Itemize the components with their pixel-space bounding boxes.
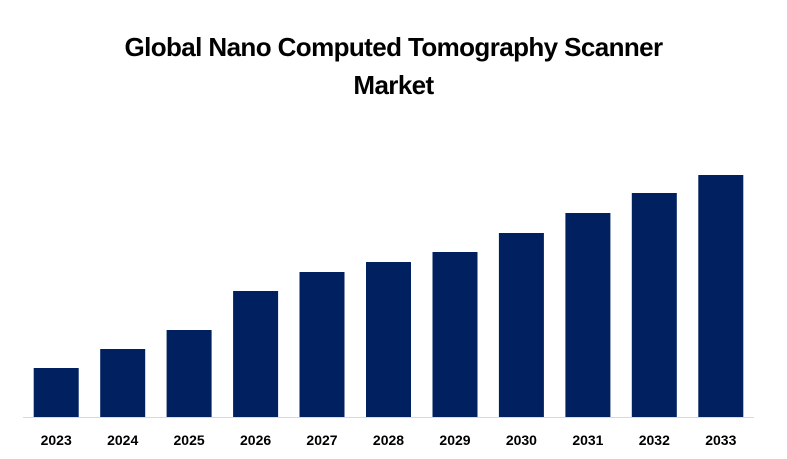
bar-2027 [299, 272, 345, 417]
bar-2033 [698, 175, 744, 417]
bar-2030 [498, 233, 544, 417]
x-tick-label-2026: 2026 [240, 432, 271, 448]
bar-2031 [565, 213, 611, 417]
x-tick-label-2032: 2032 [639, 432, 670, 448]
bar-2024 [100, 349, 146, 417]
chart-title-line-1: Global Nano Computed Tomography Scanner [124, 32, 663, 62]
x-tick-label-2031: 2031 [572, 432, 603, 448]
x-tick-label-2028: 2028 [373, 432, 404, 448]
bar-2026 [233, 291, 279, 417]
bar-2025 [166, 330, 212, 417]
chart-title: Global Nano Computed Tomography Scanner … [0, 28, 787, 104]
x-tick-label-2024: 2024 [107, 432, 138, 448]
x-tick-label-2033: 2033 [705, 432, 736, 448]
x-tick-label-2023: 2023 [41, 432, 72, 448]
bar-2023 [33, 368, 79, 417]
bars-group [33, 175, 744, 417]
x-tick-label-2030: 2030 [506, 432, 537, 448]
x-tick-label-2027: 2027 [306, 432, 337, 448]
bar-2032 [631, 193, 677, 417]
chart-title-line-2: Market [353, 70, 434, 100]
x-tick-label-2029: 2029 [439, 432, 470, 448]
bar-2028 [366, 262, 411, 417]
bar-2029 [432, 252, 478, 417]
x-axis-ticks: 2023 2024 2025 2026 2027 2028 2029 2030 2031 2032… [41, 432, 737, 448]
x-tick-label-2025: 2025 [174, 432, 205, 448]
